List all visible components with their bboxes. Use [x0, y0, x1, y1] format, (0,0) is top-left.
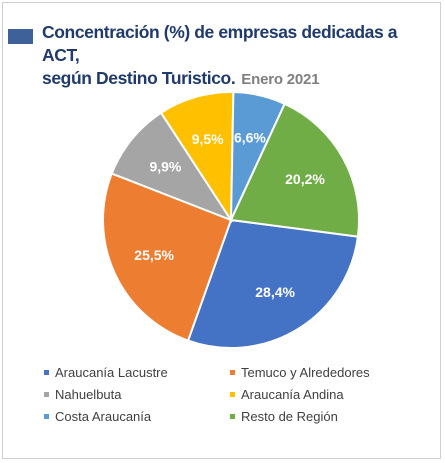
legend-label: Costa Araucanía — [55, 409, 152, 424]
pie-slice-araucania-lacustre — [186, 218, 360, 349]
data-label-nahuelbuta: 9,9% — [149, 159, 181, 175]
legend-label: Resto de Región — [241, 409, 338, 424]
data-label-temuco-y-alrededores: 25,5% — [134, 247, 174, 263]
data-label-costa-araucania: 6,6% — [234, 130, 266, 146]
data-label-araucania-andina: 9,5% — [192, 131, 224, 147]
legend-item-costa-araucania: Costa Araucanía — [44, 408, 230, 425]
data-label-resto-de-region: 20,2% — [285, 171, 325, 187]
legend-label: Araucanía Andina — [241, 387, 344, 402]
legend-label: Temuco y Alrededores — [241, 365, 370, 380]
legend-label: Nahuelbuta — [55, 387, 122, 402]
chart-subtitle: Enero 2021 — [241, 71, 320, 88]
title-marker — [8, 29, 33, 44]
pie-slice-resto-de-region — [229, 102, 360, 238]
chart-title-line-2: según Destino Turistico. — [42, 68, 236, 88]
pie-slice-araucania-andina — [159, 91, 235, 224]
legend-item-temuco-y-alrededores: Temuco y Alrededores — [230, 364, 430, 381]
legend-item-nahuelbuta: Nahuelbuta — [44, 386, 230, 403]
chart-legend: Araucanía Lacustre Temuco y Alrededores Na… — [44, 364, 434, 425]
legend-swatch — [230, 414, 235, 419]
chart-title-line-1: Concentración (%) de empresas dedicadas … — [42, 22, 398, 65]
legend-swatch — [44, 392, 49, 397]
legend-swatch — [44, 414, 49, 419]
legend-item-resto-de-region: Resto de Región — [230, 408, 430, 425]
pie-slice-nahuelbuta — [110, 111, 234, 223]
legend-item-araucania-andina: Araucanía Andina — [230, 386, 430, 403]
legend-swatch — [230, 392, 235, 397]
legend-item-araucania-lacustre: Araucanía Lacustre — [44, 364, 230, 381]
chart-title: Concentración (%) de empresas dedicadas … — [42, 21, 437, 91]
data-label-araucania-lacustre: 28,4% — [255, 284, 295, 300]
legend-swatch — [44, 370, 49, 375]
pie-slice-temuco-y-alrededores — [102, 172, 233, 342]
legend-label: Araucanía Lacustre — [55, 365, 168, 380]
legend-swatch — [230, 370, 235, 375]
